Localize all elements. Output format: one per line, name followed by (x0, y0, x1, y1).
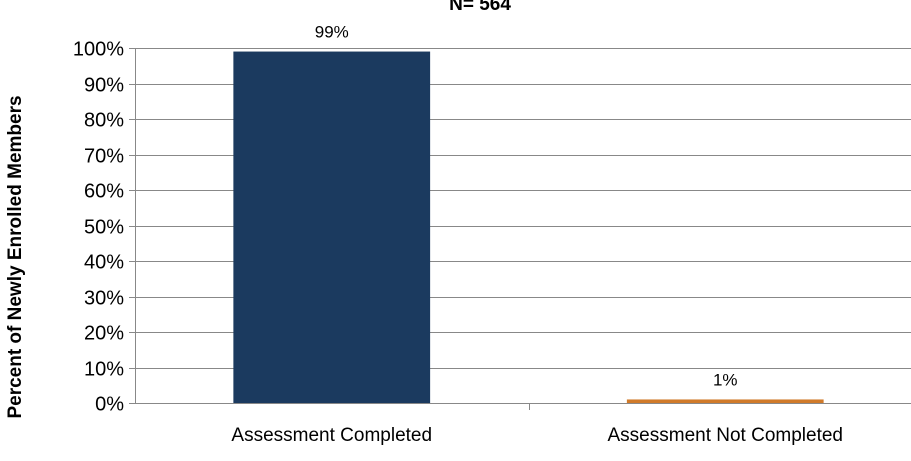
y-tick-label: 90% (84, 75, 124, 97)
labels: 0% 10% 20% 30% 40% 50% 60% 70% 80% 90% 100% 99% Asse… (73, 23, 843, 446)
y-tick-label: 70% (84, 146, 124, 168)
bars (233, 51, 824, 404)
y-tick-label: 60% (84, 181, 124, 203)
y-tick-label: 30% (84, 288, 124, 310)
bar (233, 51, 431, 404)
bar (626, 399, 824, 403)
x-category-label: Assessment Not Completed (608, 425, 844, 446)
y-tick-label: 50% (84, 217, 124, 239)
axes (129, 48, 911, 410)
y-tick-label: 80% (84, 110, 124, 132)
y-axis-label: Percent of Newly Enrolled Members (5, 95, 26, 418)
data-label: 99% (315, 23, 349, 42)
x-category-label: Assessment Completed (231, 425, 432, 446)
y-tick-label: 10% (84, 359, 124, 381)
y-tick-label: 20% (84, 323, 124, 345)
y-tick-label: 0% (95, 394, 124, 416)
y-tick-label: 40% (84, 252, 124, 274)
data-label: 1% (713, 370, 738, 389)
y-tick-label: 100% (73, 39, 124, 61)
chart-subtitle: N= 564 (449, 0, 511, 15)
